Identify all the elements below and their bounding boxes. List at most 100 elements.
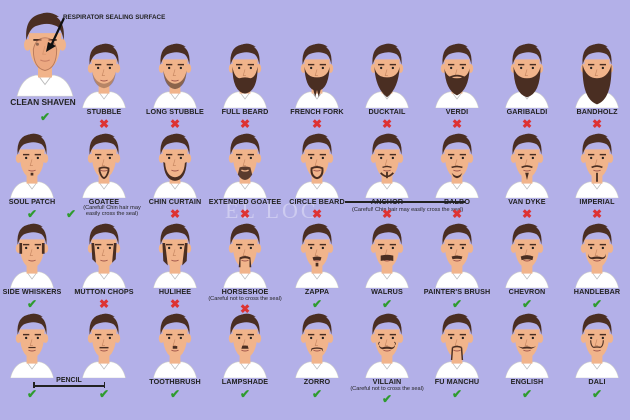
- style-label: LAMPSHADE: [221, 377, 269, 386]
- face-ducktail: [358, 36, 416, 109]
- style-label: STUBBLE: [86, 107, 122, 116]
- cross-icon: ✖: [591, 117, 603, 131]
- check-icon: ✔: [65, 207, 77, 221]
- cross-icon: ✖: [98, 117, 110, 131]
- check-icon: ✔: [311, 387, 323, 401]
- face-stubble: [75, 36, 133, 109]
- face-full: [216, 36, 274, 109]
- beard-style-lampshade: LAMPSHADE ✔: [210, 306, 280, 400]
- beard-style-whiskers: SIDE WHISKERS ✔: [0, 216, 67, 310]
- beard-style-pencil2: ✔: [69, 306, 139, 400]
- style-label: VERDI: [445, 107, 469, 116]
- beard-style-painter: PAINTER'S BRUSH ✔: [422, 216, 492, 310]
- beard-style-full: FULL BEARD ✖: [210, 36, 280, 130]
- beard-style-fork: FRENCH FORK ✖: [282, 36, 352, 130]
- style-label: CHIN CURTAIN: [148, 197, 202, 206]
- style-label: DUCKTAIL: [368, 107, 406, 116]
- beard-style-pencil1: ✔: [0, 306, 67, 400]
- face-bandholz: [568, 36, 626, 109]
- face-garibaldi: [498, 36, 556, 109]
- style-label: GOATEE: [88, 197, 120, 206]
- style-label: ANCHOR: [370, 197, 404, 206]
- style-label: FULL BEARD: [221, 107, 269, 116]
- cross-icon: ✖: [381, 117, 393, 131]
- style-label: SOUL PATCH: [8, 197, 56, 206]
- anchor-note: (Careful! Chin hair may easily cross the…: [352, 207, 464, 213]
- beard-style-walrus: WALRUS ✔: [352, 216, 422, 310]
- beard-style-bandholz: BANDHOLZ ✖: [562, 36, 630, 130]
- beard-style-dali: DALI ✔: [562, 306, 630, 400]
- cross-icon: ✖: [451, 207, 463, 221]
- beard-style-garibaldi: GARIBALDI ✖: [492, 36, 562, 130]
- check-icon: ✔: [521, 297, 533, 311]
- cross-icon: ✖: [521, 207, 533, 221]
- beard-style-stubble: STUBBLE ✖: [69, 36, 139, 130]
- cross-icon: ✖: [311, 117, 323, 131]
- style-label: HANDLEBAR: [573, 287, 621, 296]
- style-label: IMPERIAL: [579, 197, 615, 206]
- face-whiskers: [3, 216, 61, 289]
- check-icon: ✔: [451, 297, 463, 311]
- beard-style-imperial: IMPERIAL ✖: [562, 126, 630, 220]
- face-villain: [358, 306, 416, 379]
- style-label: PAINTER'S BRUSH: [423, 287, 491, 296]
- face-pencil2: [75, 306, 133, 379]
- beard-style-chincurtain: CHIN CURTAIN ✖: [140, 126, 210, 220]
- style-label: ENGLISH: [510, 377, 544, 386]
- beard-style-hulihee: HULIHEE ✖: [140, 216, 210, 310]
- beard-style-villain: VILLAIN (Careful not to cross the seal) ✔: [350, 306, 424, 405]
- style-label: MUTTON CHOPS: [74, 287, 134, 296]
- beard-style-extgoatee: EXTENDED GOATEE ✖: [209, 126, 281, 220]
- face-dali: [568, 306, 626, 379]
- face-balbo: [428, 126, 486, 199]
- style-label: EXTENDED GOATEE: [208, 197, 282, 206]
- clean-shaven-label: CLEAN SHAVEN: [10, 97, 76, 107]
- check-icon: ✔: [591, 297, 603, 311]
- check-icon: ✔: [26, 387, 38, 401]
- style-label: GARIBALDI: [506, 107, 548, 116]
- cross-icon: ✖: [169, 117, 181, 131]
- check-icon: ✔: [26, 207, 38, 221]
- beard-style-toothbrush: TOOTHBRUSH ✔: [140, 306, 210, 400]
- style-note: (Careful! Chin hair may easily cross the…: [83, 205, 141, 217]
- style-label: BALBO: [443, 197, 471, 206]
- beard-style-ducktail: DUCKTAIL ✖: [352, 36, 422, 130]
- style-note: (Careful not to cross the seal): [350, 386, 424, 392]
- cross-icon: ✖: [381, 207, 393, 221]
- beard-style-goatee: GOATEE (Careful! Chin hair may easily cro…: [66, 126, 141, 220]
- cross-icon: ✖: [239, 302, 251, 316]
- face-toothbrush: [146, 306, 204, 379]
- style-label: ZAPPA: [304, 287, 330, 296]
- face-chincurtain: [146, 126, 204, 199]
- style-label: WALRUS: [371, 287, 403, 296]
- face-english: [498, 306, 556, 379]
- face-zappa: [288, 216, 346, 289]
- face-mutton: [75, 216, 133, 289]
- face-chevron: [498, 216, 556, 289]
- anchor-bracket: [345, 201, 465, 203]
- respirator-sealing-label: RESPIRATOR SEALING SURFACE: [63, 14, 166, 21]
- check-icon: ✔: [591, 387, 603, 401]
- face-circle: [288, 126, 346, 199]
- beard-style-mutton: MUTTON CHOPS ✖: [69, 216, 139, 310]
- beard-style-vandyke: VAN DYKE ✖: [492, 126, 562, 220]
- check-icon: ✔: [98, 387, 110, 401]
- face-vandyke: [498, 126, 556, 199]
- check-icon: ✔: [169, 387, 181, 401]
- beard-style-soulpatch: SOUL PATCH ✔: [0, 126, 67, 220]
- face-painter: [428, 216, 486, 289]
- face-zorro: [288, 306, 346, 379]
- style-label: TOOTHBRUSH: [149, 377, 201, 386]
- respirator-arrow: [46, 17, 65, 52]
- pencil-label: PENCIL: [56, 377, 82, 384]
- style-label: DALI: [588, 377, 606, 386]
- beard-style-balbo: BALBO ✖: [422, 126, 492, 220]
- beard-style-circle: CIRCLE BEARD ✖: [282, 126, 352, 220]
- style-label: CHEVRON: [508, 287, 546, 296]
- style-label: FRENCH FORK: [290, 107, 344, 116]
- beard-style-horseshoe: HORSESHOE (Careful not to cross the seal)…: [208, 216, 282, 315]
- style-label: HORSESHOE: [221, 287, 269, 296]
- face-goatee: [75, 126, 133, 199]
- style-label: FU MANCHU: [434, 377, 480, 386]
- face-imperial: [568, 126, 626, 199]
